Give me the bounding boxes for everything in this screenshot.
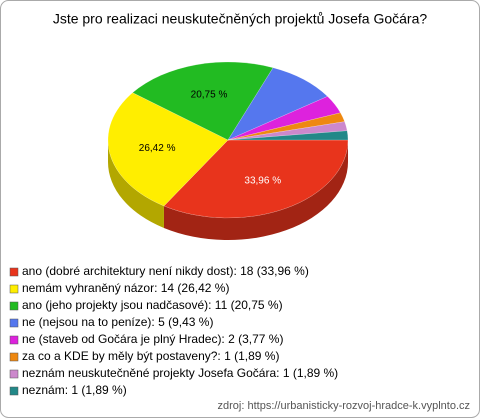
legend-label: neznám: 1 (1,89 %) — [22, 383, 127, 397]
legend-label: neznám neuskutečněné projekty Josefa Goč… — [22, 366, 338, 380]
slice — [227, 96, 341, 141]
slice — [227, 67, 328, 141]
source: zdroj: https://urbanisticky-rozvoj-hradc… — [218, 400, 470, 412]
legend-swatch — [9, 318, 19, 328]
data-label: 26,42 % — [139, 143, 176, 154]
legend-label: ano (dobré architektury není nikdy dost)… — [22, 264, 309, 278]
legend-swatch — [9, 267, 19, 277]
slice — [132, 61, 274, 141]
legend-swatch — [9, 352, 19, 362]
slice-side — [108, 140, 164, 228]
legend-swatch — [9, 301, 19, 311]
slice — [227, 121, 348, 141]
slice — [163, 139, 349, 219]
legend-label: nemám vyhraněný názor: 14 (26,42 %) — [22, 281, 229, 295]
legend-label: ne (nejsou na to peníze): 5 (9,43 %) — [22, 315, 213, 329]
legend-swatch — [9, 369, 19, 379]
legend-label: ne (staveb od Gočára je plný Hradec): 2 … — [22, 332, 283, 346]
legend-swatch — [9, 335, 19, 345]
legend-label: za co a KDE by měly být postaveny?: 1 (1… — [22, 349, 279, 363]
data-label: 33,96 % — [244, 176, 281, 187]
data-label: 20,75 % — [191, 89, 228, 100]
slice-side — [163, 140, 348, 240]
slice — [107, 92, 229, 207]
legend-swatch — [9, 284, 19, 294]
slice — [227, 130, 349, 141]
legend-label: ano (jeho projekty jsou nadčasové): 11 (… — [22, 298, 283, 312]
slice — [227, 112, 345, 141]
legend-swatch — [9, 386, 19, 396]
chart-title: Jste pro realizaci neuskutečněných proje… — [53, 11, 428, 27]
